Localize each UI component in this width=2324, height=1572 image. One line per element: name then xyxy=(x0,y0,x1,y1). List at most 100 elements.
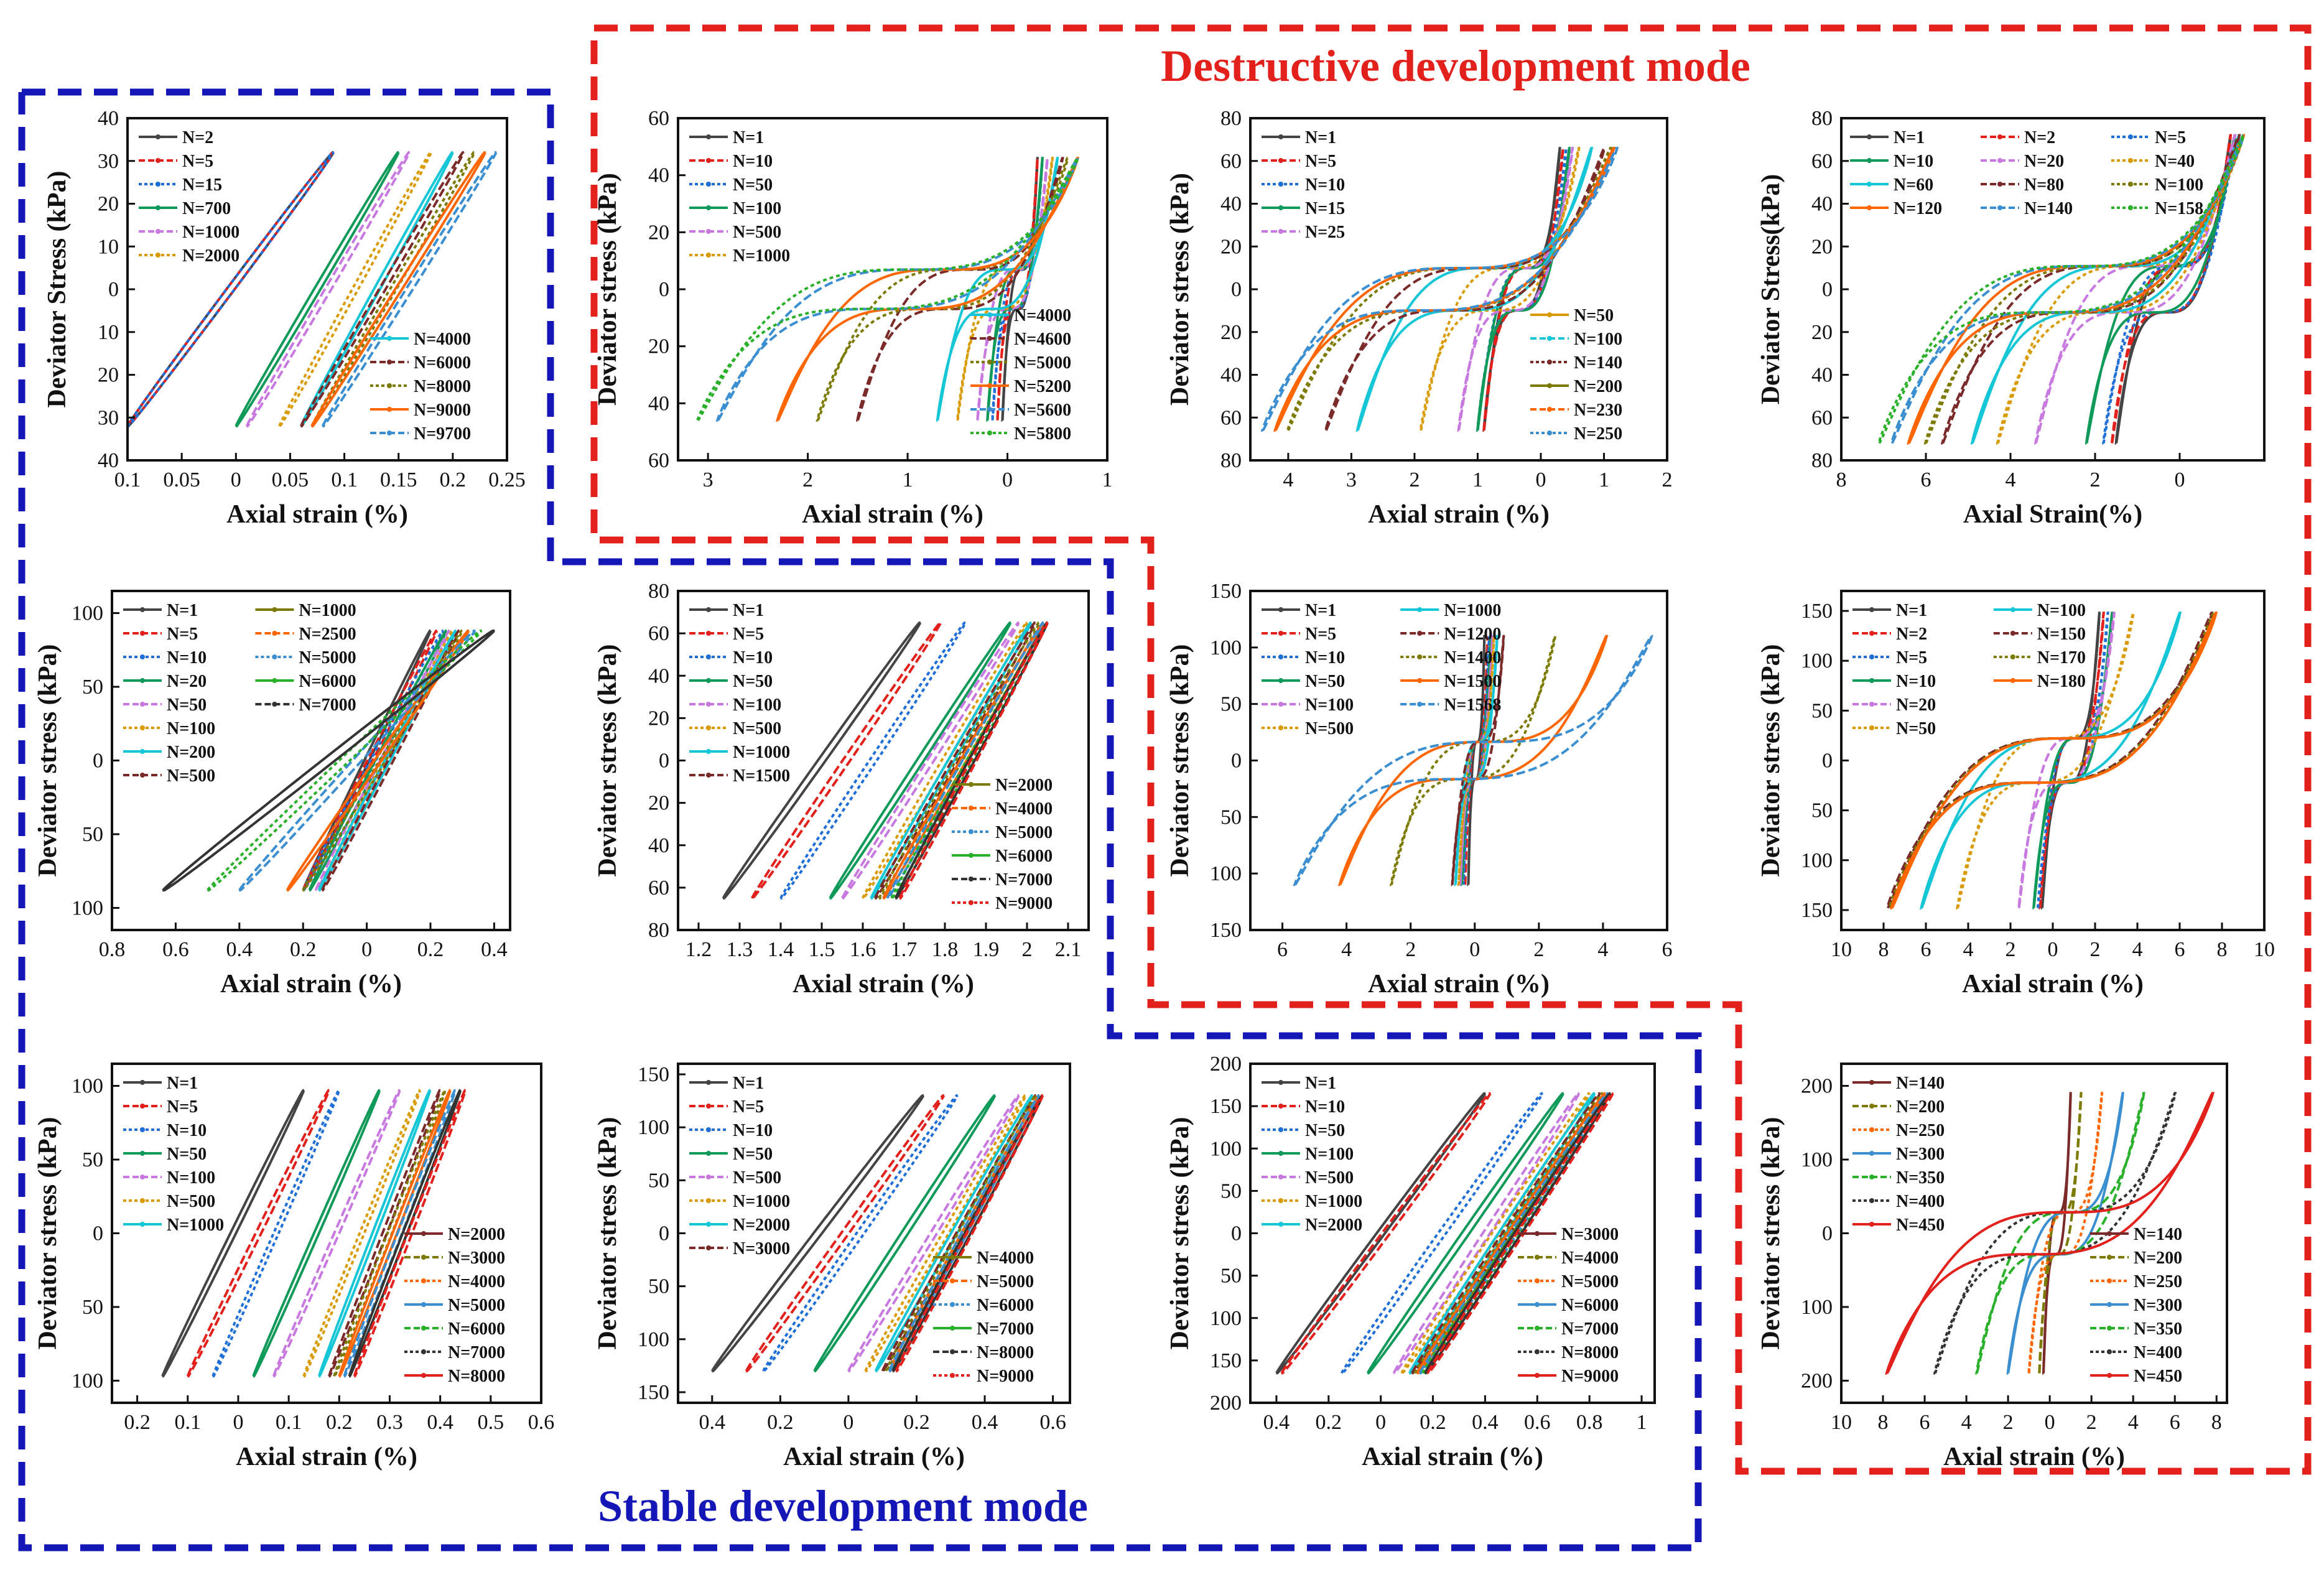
x-tick-label: 0.2 xyxy=(124,1411,151,1434)
legend-label: N=2 xyxy=(2024,128,2055,147)
y-axis-label: Deviator stress (kPa) xyxy=(593,644,622,877)
legend-marker xyxy=(1547,383,1552,388)
y-tick-label: 50 xyxy=(648,1169,669,1192)
x-tick-label: 1.6 xyxy=(850,938,876,961)
x-tick-label: 0.2 xyxy=(903,1411,930,1434)
series-line-N=1000 xyxy=(302,630,464,891)
legend-marker xyxy=(1869,1104,1874,1109)
series-line-N=2000 xyxy=(874,1094,1034,1372)
y-tick-label: 0 xyxy=(1231,1222,1242,1245)
y-tick-label: 100 xyxy=(72,896,103,919)
y-tick-label: 10 xyxy=(98,321,119,344)
x-tick-label: 6 xyxy=(2175,938,2185,961)
legend-marker xyxy=(1547,336,1552,341)
x-tick-label: 1 xyxy=(903,468,913,491)
x-tick-label: 8 xyxy=(2217,938,2228,961)
legend-label: N=1000 xyxy=(1444,601,1501,620)
x-axis-label: Axial Strain(%) xyxy=(1963,500,2142,529)
legend-marker xyxy=(1867,205,1872,210)
legend-marker xyxy=(1869,702,1874,707)
legend-marker xyxy=(1535,1349,1540,1354)
legend-marker xyxy=(706,1222,711,1227)
legend-label: N=1500 xyxy=(1444,672,1501,691)
legend-label: N=7000 xyxy=(1561,1319,1619,1339)
series-line-N=5000 xyxy=(238,630,476,891)
y-tick-label: 0 xyxy=(1822,1222,1833,1245)
series-line-N=180 xyxy=(1890,612,2218,909)
legend-marker xyxy=(706,654,711,659)
series-line-N=9000 xyxy=(1426,1092,1614,1375)
y-tick-label: 40 xyxy=(648,664,669,687)
legend-label: N=50 xyxy=(733,672,773,691)
x-tick-label: 0 xyxy=(2175,468,2185,491)
series-line-N=100 xyxy=(1923,134,2246,445)
series-line-N=200 xyxy=(2038,1092,2083,1375)
series-line-N=2500 xyxy=(286,630,470,891)
legend-label: N=200 xyxy=(1574,377,1622,396)
destructive-mode-border xyxy=(590,24,2312,1475)
legend-marker xyxy=(706,702,711,707)
x-axis-label: Axial strain (%) xyxy=(802,500,983,529)
series-line-N=200 xyxy=(1286,147,1613,432)
series-line-N=80 xyxy=(1940,134,2241,445)
legend-label: N=4000 xyxy=(414,330,471,349)
legend-marker xyxy=(1547,430,1552,435)
x-tick-label: 8 xyxy=(1878,1411,1889,1434)
y-tick-label: 100 xyxy=(1210,862,1242,885)
legend-marker xyxy=(2107,1349,2112,1354)
series-line-N=5 xyxy=(751,621,942,900)
y-tick-label: 0 xyxy=(659,278,669,301)
legend-label: N=500 xyxy=(167,1192,215,1211)
series-group xyxy=(1260,147,1619,432)
series-line-N=10 xyxy=(1280,1092,1492,1375)
legend-marker xyxy=(1535,1326,1540,1331)
x-tick-label: 2 xyxy=(1405,938,1416,961)
x-axis-label: Axial strain (%) xyxy=(236,1443,417,1471)
legend-marker xyxy=(1869,725,1874,730)
y-tick-label: 100 xyxy=(1801,849,1833,872)
legend-label: N=6000 xyxy=(299,672,356,691)
legend-marker xyxy=(272,702,277,707)
series-line-N=10 xyxy=(996,157,1039,422)
y-tick-label: 50 xyxy=(82,823,103,846)
legend-marker xyxy=(706,1104,711,1109)
series-line-N=5000 xyxy=(816,157,1070,422)
legend-label: N=8000 xyxy=(977,1343,1034,1362)
legend-label: N=400 xyxy=(2134,1343,2182,1362)
legend-marker xyxy=(706,678,711,683)
x-tick-label: 0.25 xyxy=(488,468,526,491)
legend-marker xyxy=(1997,158,2002,163)
series-line-N=2 xyxy=(2110,134,2233,445)
series-line-N=50 xyxy=(813,1094,997,1372)
legend-label: N=50 xyxy=(733,175,773,195)
x-tick-label: 4 xyxy=(1341,938,1352,961)
legend-marker xyxy=(1278,1222,1283,1227)
series-line-N=300 xyxy=(2006,1092,2124,1375)
y-tick-label: 60 xyxy=(1811,150,1833,173)
x-tick-label: 0.2 xyxy=(326,1411,353,1434)
legend-label: N=3000 xyxy=(448,1249,505,1268)
y-tick-label: 60 xyxy=(648,877,669,900)
legend-label: N=1 xyxy=(1894,128,1925,147)
x-tick-label: 2.1 xyxy=(1055,938,1082,961)
y-tick-label: 40 xyxy=(98,449,119,472)
series-line-N=1 xyxy=(1467,635,1486,886)
series-line-N=100 xyxy=(1919,612,2182,909)
legend-marker xyxy=(1869,678,1874,683)
legend-marker xyxy=(706,773,711,778)
legend-label: N=180 xyxy=(2037,672,2086,691)
x-tick-label: 0 xyxy=(233,1411,243,1434)
series-line-N=140 xyxy=(1324,147,1606,432)
x-tick-label: 1.3 xyxy=(727,938,753,961)
series-line-N=20 xyxy=(2017,612,2116,909)
legend-marker xyxy=(706,725,711,730)
y-tick-label: 60 xyxy=(648,107,669,130)
y-tick-label: 40 xyxy=(1811,193,1833,216)
series-line-N=4000 xyxy=(1413,1092,1604,1375)
legend-marker xyxy=(421,1231,426,1236)
legend-marker xyxy=(1547,407,1552,412)
y-tick-label: 100 xyxy=(72,602,103,625)
y-tick-label: 100 xyxy=(72,1369,103,1392)
legend-marker xyxy=(1869,1080,1874,1085)
x-tick-label: 0.6 xyxy=(1524,1411,1551,1434)
